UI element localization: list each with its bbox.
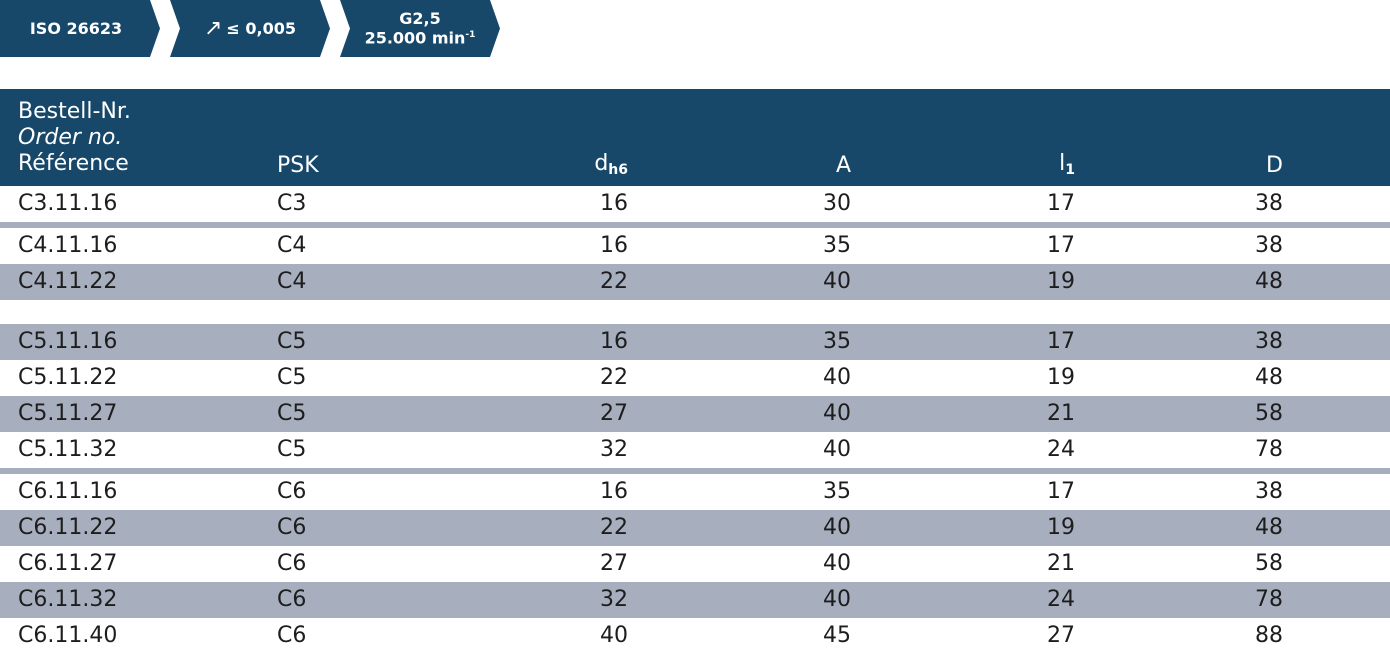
header-order-no: Bestell-Nr. Order no. Référence xyxy=(18,99,131,176)
header-l1: l1 xyxy=(1059,151,1075,178)
runout-label: ≤ 0,005 xyxy=(226,19,297,38)
table-row: C4.11.16 C4 16 35 17 38 xyxy=(18,233,1283,258)
header-D: D xyxy=(1266,153,1283,178)
table-row: C5.11.27 C5 27 40 21 58 xyxy=(0,396,1390,432)
header-d-h6: dh6 xyxy=(594,151,628,178)
product-table: Bestell-Nr. Order no. Référence PSK dh6 … xyxy=(0,89,1390,654)
table-row: C6.11.40 C6 40 45 27 88 xyxy=(18,623,1283,648)
spec-badges: ISO 26623 ↗ ≤ 0,005 G2,5 25.000 min-1 xyxy=(0,0,520,57)
table-row: C4.11.22 C4 22 40 19 48 xyxy=(0,264,1390,300)
table-row: C5.11.16 C5 16 35 17 38 xyxy=(0,324,1390,360)
table-row: C6.11.16 C6 16 35 17 38 xyxy=(18,479,1283,504)
header-psk: PSK xyxy=(277,153,319,178)
table-row: C5.11.32 C5 32 40 24 78 xyxy=(18,437,1283,462)
table-row: C6.11.27 C6 27 40 21 58 xyxy=(18,551,1283,576)
group-gap xyxy=(0,300,1390,324)
group-separator xyxy=(0,468,1390,474)
table-row: C6.11.32 C6 32 40 24 78 xyxy=(0,582,1390,618)
group-separator xyxy=(0,222,1390,228)
runout-badge: ↗ ≤ 0,005 xyxy=(170,0,330,57)
runout-arrow-icon: ↗ xyxy=(203,16,223,41)
table-row: C5.11.22 C5 22 40 19 48 xyxy=(18,365,1283,390)
balance-grade: G2,5 xyxy=(399,9,441,29)
header-a: A xyxy=(835,153,851,178)
standard-badge: ISO 26623 xyxy=(0,0,160,57)
table-row: C3.11.16 C3 16 30 17 38 xyxy=(18,191,1283,216)
table-header: Bestell-Nr. Order no. Référence PSK dh6 … xyxy=(0,89,1390,186)
balance-badge: G2,5 25.000 min-1 xyxy=(340,0,500,57)
speed-label: 25.000 min-1 xyxy=(364,28,476,48)
table-body: C3.11.16 C3 16 30 17 38 C4.11.16 C4 16 35 17 3… xyxy=(0,186,1390,654)
table-row: C6.11.22 C6 22 40 19 48 xyxy=(0,510,1390,546)
standard-label: ISO 26623 xyxy=(29,19,123,38)
